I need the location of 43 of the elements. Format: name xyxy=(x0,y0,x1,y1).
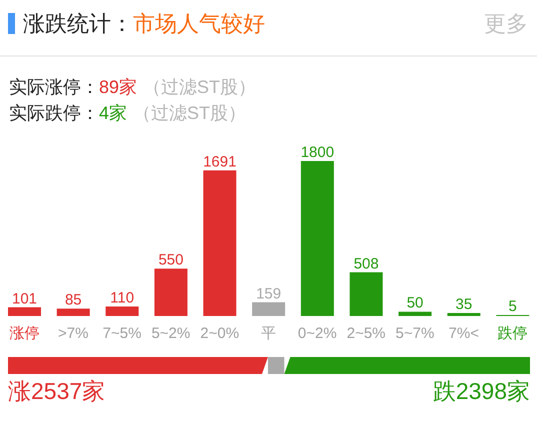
data-label: 110 xyxy=(110,290,134,307)
data-label: 涨2537家 xyxy=(8,377,106,405)
text: 实际跌停： xyxy=(9,103,99,123)
x-tick-label: 7%< xyxy=(448,325,480,342)
x-tick-label: 5~2% xyxy=(151,325,190,342)
text: 89家 xyxy=(99,77,138,97)
data-label: 5 xyxy=(508,298,517,315)
data-label: 101 xyxy=(12,290,38,308)
data-label: 550 xyxy=(158,252,184,269)
data-label: 35 xyxy=(456,296,472,313)
chart-title: 涨跌统计： xyxy=(23,11,133,36)
x-tick-label: 5~7% xyxy=(396,325,434,342)
bar xyxy=(350,272,383,316)
bar xyxy=(447,312,480,316)
bar xyxy=(252,302,286,316)
x-tick-label: 平 xyxy=(261,325,276,342)
data-label: 159 xyxy=(256,285,282,302)
x-tick-label: 0~2% xyxy=(298,325,337,342)
bar xyxy=(398,312,432,316)
x-tick-label: 2~5% xyxy=(346,325,386,342)
bar xyxy=(203,170,236,316)
bar xyxy=(300,161,334,316)
text: 4家 xyxy=(99,103,128,123)
text: 更多 xyxy=(484,11,528,37)
bar xyxy=(56,308,90,316)
data-label: 跌2398家 xyxy=(432,377,530,405)
data-label: 1800 xyxy=(300,144,334,161)
bar xyxy=(106,306,139,316)
data-label: 1691 xyxy=(203,153,236,170)
data-label: 85 xyxy=(64,292,82,309)
chart-subtitle: 市场人气较好 xyxy=(133,11,265,36)
text: （过滤ST股） xyxy=(133,103,246,123)
bar xyxy=(8,307,41,316)
x-tick-label: 7~5% xyxy=(102,325,142,342)
x-tick-label: 涨停 xyxy=(9,325,40,342)
text: （过滤ST股） xyxy=(143,77,256,97)
bar xyxy=(154,268,188,316)
x-tick-label: 跌停 xyxy=(498,325,528,342)
text: 实际涨停： xyxy=(9,77,99,97)
x-tick-label: 2~0% xyxy=(200,325,240,342)
data-label: 50 xyxy=(406,294,424,312)
x-tick-label: >7% xyxy=(58,325,88,342)
data-label: 508 xyxy=(354,255,379,272)
